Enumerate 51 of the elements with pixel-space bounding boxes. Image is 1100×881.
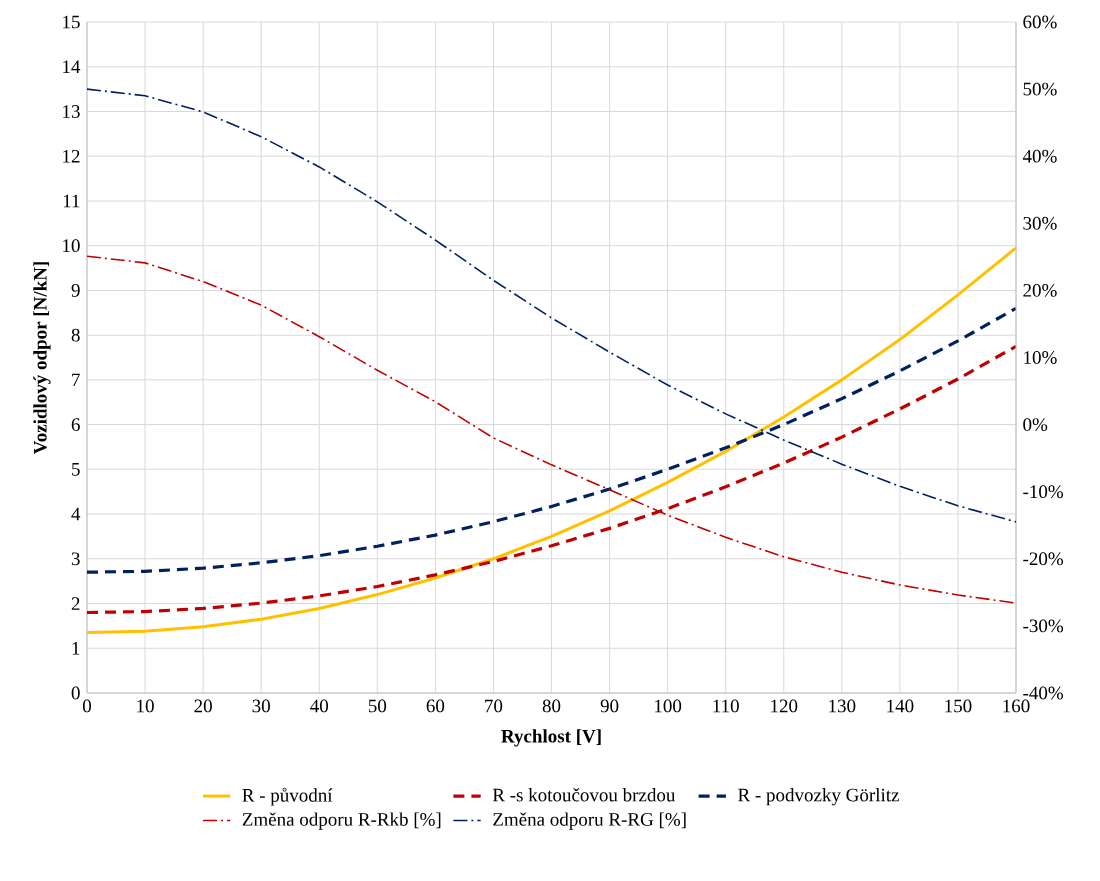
x-tick-label: 30	[252, 699, 270, 713]
y-tick-label: 12	[63, 149, 80, 163]
y2-tick-label: -20%	[1023, 552, 1064, 566]
y-axis-title: Vozidlový odpor [N/kN]	[33, 262, 51, 455]
y-tick-label: 1	[72, 642, 80, 655]
x-tick-label: 110	[713, 699, 739, 713]
legend-label: R -s kotoučovou brzdou	[492, 788, 676, 802]
y-tick-label: 15	[63, 15, 80, 29]
x-tick-label: 120	[771, 699, 798, 713]
legend-label: R - podvozky Görlitz	[738, 788, 899, 806]
x-tick-label: 90	[600, 699, 619, 713]
x-tick-label: 70	[485, 699, 503, 713]
y-tick-label: 2	[71, 597, 80, 610]
x-tick-label: 140	[887, 699, 914, 713]
y2-tick-label: 50%	[1023, 82, 1057, 96]
x-tick-label: 40	[310, 699, 329, 713]
legend-label: Změna odporu R-Rkb [%]	[242, 812, 441, 830]
y2-tick-label: 10%	[1024, 351, 1057, 364]
y-tick-label: 0	[71, 686, 80, 700]
y2-tick-label: 40%	[1022, 149, 1057, 163]
y2-tick-label: -10%	[1023, 485, 1064, 499]
y-tick-label: 5	[72, 463, 80, 476]
y-tick-label: 4	[71, 507, 81, 521]
x-tick-label: 20	[194, 699, 212, 713]
legend-label: R - původní	[242, 787, 333, 806]
y-tick-label: 6	[71, 418, 80, 431]
y-tick-label: 11	[63, 194, 80, 208]
x-axis-title: Rychlost [V]	[501, 729, 601, 747]
legend-label: Změna odporu R-RG [%]	[493, 812, 686, 830]
x-tick-label: 0	[82, 699, 92, 713]
y-tick-label: 3	[71, 552, 80, 566]
y-tick-label: 10	[63, 239, 80, 253]
y-tick-label: 7	[72, 373, 80, 387]
y-tick-label: 8	[71, 328, 80, 342]
y2-tick-label: 0%	[1023, 418, 1048, 432]
y2-tick-label: 30%	[1023, 216, 1057, 230]
x-tick-label: 160	[1003, 699, 1030, 713]
x-tick-label: 50	[368, 699, 387, 713]
y-tick-label: 13	[63, 105, 80, 118]
x-tick-label: 60	[426, 699, 445, 713]
y2-tick-label: -40%	[1023, 686, 1064, 700]
x-tick-label: 10	[137, 699, 154, 713]
y-tick-label: 9	[71, 284, 80, 297]
x-tick-label: 80	[542, 699, 561, 713]
x-tick-label: 150	[945, 699, 972, 713]
y-tick-label: 14	[63, 60, 81, 73]
y2-tick-label: 20%	[1023, 283, 1057, 297]
x-tick-label: 130	[829, 699, 856, 713]
x-tick-label: 100	[655, 699, 682, 713]
y2-tick-label: 60%	[1023, 15, 1057, 29]
y2-tick-label: -30%	[1023, 619, 1064, 633]
